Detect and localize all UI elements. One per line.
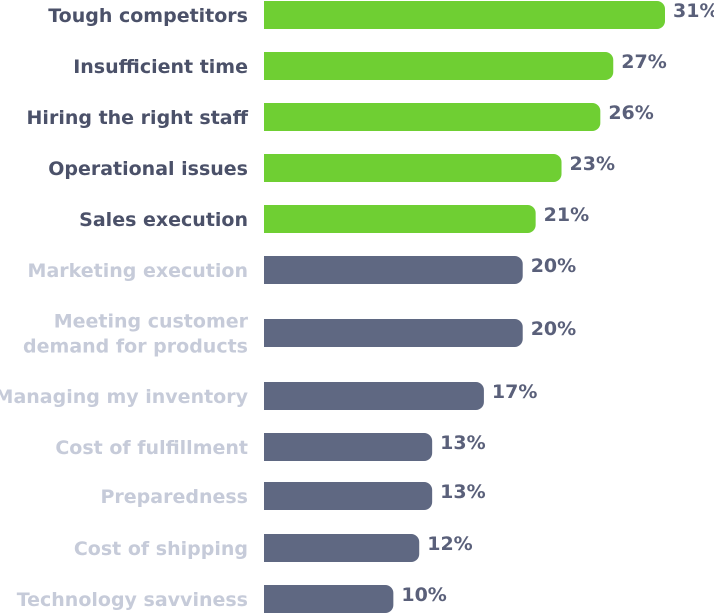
value-label: 26% bbox=[608, 102, 653, 124]
category-label: Operational issues bbox=[48, 158, 248, 180]
category-label: Cost of shipping bbox=[74, 538, 248, 560]
value-label: 13% bbox=[440, 481, 485, 503]
bar bbox=[256, 205, 536, 233]
bar bbox=[256, 319, 523, 347]
value-label: 31% bbox=[673, 0, 714, 22]
bar bbox=[256, 154, 562, 182]
category-label: Tough competitors bbox=[48, 5, 248, 27]
category-label: Managing my inventory bbox=[0, 386, 249, 408]
category-label: Technology savviness bbox=[17, 589, 248, 611]
bar bbox=[256, 1, 665, 29]
category-label: Insufficient time bbox=[73, 56, 248, 78]
value-label: 10% bbox=[401, 584, 446, 606]
bar bbox=[256, 382, 484, 410]
category-label: Preparedness bbox=[101, 486, 249, 508]
bar bbox=[256, 534, 420, 562]
bar bbox=[256, 256, 523, 284]
category-label: demand for products bbox=[23, 336, 248, 358]
category-label: Marketing execution bbox=[28, 260, 248, 282]
bar bbox=[256, 482, 433, 510]
bar bbox=[256, 585, 394, 613]
category-label: Sales execution bbox=[79, 209, 248, 231]
value-label: 20% bbox=[531, 318, 576, 340]
category-label: Cost of fulfillment bbox=[55, 437, 248, 459]
value-label: 21% bbox=[544, 204, 589, 226]
value-label: 13% bbox=[440, 432, 485, 454]
value-label: 17% bbox=[492, 381, 537, 403]
category-label: Meeting customer bbox=[54, 311, 249, 333]
value-label: 27% bbox=[621, 51, 666, 73]
value-label: 20% bbox=[531, 255, 576, 277]
bar bbox=[256, 103, 601, 131]
value-label: 23% bbox=[570, 153, 615, 175]
value-label: 12% bbox=[427, 533, 472, 555]
bar bbox=[256, 433, 433, 461]
category-label: Hiring the right staff bbox=[27, 107, 249, 129]
bar bbox=[256, 52, 614, 80]
